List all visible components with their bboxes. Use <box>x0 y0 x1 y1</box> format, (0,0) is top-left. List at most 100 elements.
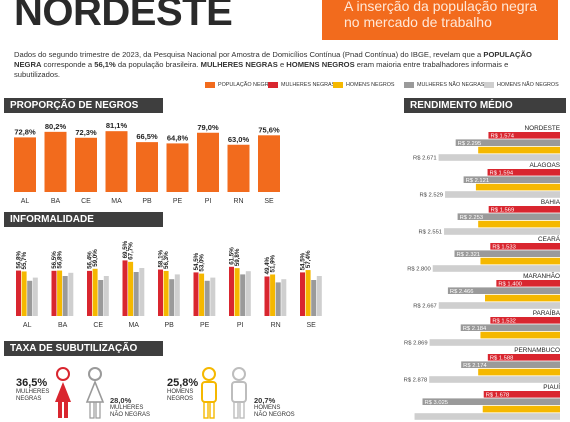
bar <box>57 270 63 316</box>
legend-item-populacao-negra: POPULAÇÃO NEGRA <box>205 80 272 90</box>
bar-value-label: 56,5% <box>51 251 58 269</box>
x-tick-label: PI <box>237 322 244 329</box>
bar <box>478 220 560 228</box>
bar-value-label: R$ 2.174 <box>463 363 487 369</box>
legend-swatch <box>205 82 215 88</box>
man-yellow-icon <box>201 367 217 419</box>
legend-swatch <box>333 82 343 88</box>
x-tick-label: SE <box>264 198 274 205</box>
stat-label: NEGROS <box>167 396 194 402</box>
bar <box>429 339 560 346</box>
bar-value-label: 63,0% <box>228 135 250 144</box>
x-tick-label: PI <box>205 198 212 205</box>
bar-value-label: 80,2% <box>45 122 67 131</box>
bar-value-label: R$ 1.532 <box>492 318 516 324</box>
bar-value-label: R$ 2.800 <box>407 267 431 273</box>
bar-value-label: R$ 1.588 <box>490 355 514 361</box>
bar <box>199 273 205 316</box>
bar <box>305 270 311 316</box>
section-header-informalidade: INFORMALIDADE <box>4 212 163 227</box>
bar <box>478 146 560 154</box>
intro-paragraph: Dados do segundo trimestre de 2023, da P… <box>14 50 554 80</box>
x-tick-label: CE <box>93 322 103 329</box>
bar <box>457 213 560 220</box>
bar <box>447 287 560 294</box>
bar <box>475 183 560 191</box>
bar <box>275 282 281 316</box>
bar <box>62 276 68 316</box>
section-header-subutilizacao: TAXA DE SUBUTILIZAÇÃO <box>4 341 163 356</box>
x-tick-label: AL <box>21 198 30 205</box>
bar <box>438 154 560 161</box>
bar <box>27 280 33 316</box>
x-tick-label: MA <box>111 198 122 205</box>
bar-value-label: R$ 2.121 <box>466 178 490 184</box>
bar <box>204 280 210 316</box>
bar-value-label: 56,8% <box>57 251 64 269</box>
legend-swatch <box>268 82 278 88</box>
x-tick-label: PE <box>173 198 183 205</box>
bar <box>98 280 104 316</box>
x-tick-label: AL <box>23 322 32 329</box>
bar-value-label: 72,3% <box>75 128 97 137</box>
bar-value-label: 72,8% <box>14 127 36 136</box>
bar-value-label: R$ 1.569 <box>491 207 515 213</box>
legend-item-mulheres-nao-negras: MULHERES NÃO NEGRAS <box>404 80 484 90</box>
bar <box>438 302 560 309</box>
bar <box>455 139 560 146</box>
bar-value-label: 51,9% <box>270 254 277 272</box>
informalidade-chart: 56,8%55,7%AL56,5%56,8%BA56,4%59,0%CE69,5… <box>15 240 322 329</box>
page-title: NORDESTE <box>14 0 233 34</box>
bar <box>454 250 560 257</box>
x-tick-label: RN <box>233 198 243 205</box>
bar <box>103 276 109 316</box>
stat-mulheres-nao-negras: 28,0% MULHERES NÃO NEGRAS <box>110 396 150 419</box>
bar <box>270 274 276 316</box>
bar <box>197 132 219 192</box>
bar-value-label: 59,0% <box>92 249 99 267</box>
bar <box>316 276 322 316</box>
x-tick-label: PB <box>142 198 152 205</box>
bar <box>169 279 175 316</box>
bar-value-label: R$ 2.667 <box>413 304 437 310</box>
bar <box>122 260 128 316</box>
bar <box>14 137 36 192</box>
bar-value-label: 56,8% <box>15 251 22 269</box>
bar-value-label: 54,5% <box>193 252 200 270</box>
bar <box>445 191 560 198</box>
bar <box>234 268 240 316</box>
bar-value-label: 49,4% <box>264 256 271 274</box>
intro-text: corresponde a <box>41 60 95 69</box>
bar-value-label: 59,8% <box>234 248 241 266</box>
bar-value-label: 67,7% <box>128 242 135 260</box>
bar <box>444 228 560 235</box>
bar <box>21 271 27 316</box>
bar-value-label: 54,5% <box>299 252 306 270</box>
bar-value-label: R$ 2.295 <box>458 141 482 147</box>
stat-mulheres-negras: 36,5% MULHERES NEGRAS <box>16 377 49 403</box>
stat-label: MULHERES <box>16 389 50 395</box>
x-tick-label: MA <box>128 322 139 329</box>
stat-value: 20,7% <box>254 396 276 405</box>
bar <box>480 331 560 339</box>
bar <box>488 206 560 213</box>
stat-label: NEGRAS <box>16 396 42 402</box>
bar-value-label: R$ 2.253 <box>460 215 484 221</box>
bar <box>487 354 560 361</box>
bar-value-label: R$ 1.533 <box>492 244 516 250</box>
bar <box>158 269 163 316</box>
x-tick-label: CE <box>81 198 91 205</box>
bar <box>51 270 57 316</box>
bar-value-label: 81,1% <box>106 121 128 130</box>
category-label: ALAGOAS <box>529 162 560 169</box>
intro-text: eram maioria entre trabalhadores informa… <box>14 60 509 79</box>
bar-value-label: R$ 1.594 <box>490 170 514 176</box>
bar <box>480 257 560 265</box>
bar <box>139 268 145 316</box>
bar <box>432 265 560 272</box>
bar <box>490 243 560 250</box>
rendimento-chart: NORDESTE R$ 1.574 R$ 2.295 R$ 2.671 ALAGOAS R… <box>404 125 561 420</box>
intro-text: Dados do segundo trimestre de 2023, da P… <box>14 50 484 59</box>
bar <box>240 274 246 316</box>
bar <box>193 272 199 316</box>
